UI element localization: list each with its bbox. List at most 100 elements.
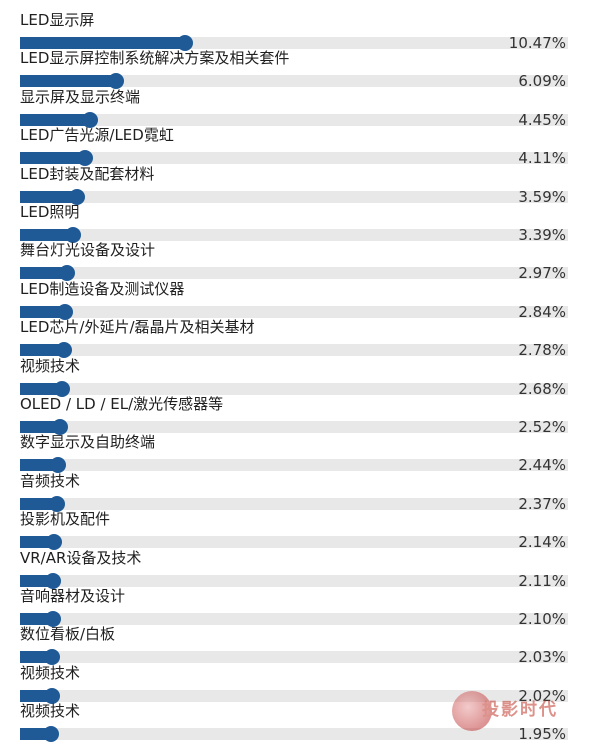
category-label: 视频技术 [20,356,81,375]
bar-fill [20,574,54,587]
bar-fill [20,75,116,88]
bar-row: LED芯片/外延片/磊晶片及相关基材 2.78% [0,317,600,359]
value-label: 1.95% [518,725,566,744]
watermark-circle-icon [452,691,492,731]
value-label: 2.97% [518,264,566,283]
value-label: 2.02% [518,686,566,705]
value-label: 6.09% [518,72,566,91]
category-label: 数位看板/白板 [20,625,116,644]
category-label: 投影机及配件 [20,510,111,529]
bar-end-marker [176,35,193,51]
bar-row: 数位看板/白板 2.03% [0,624,600,666]
watermark-logo: 投影时代 [452,691,572,737]
value-label: 2.03% [518,648,566,667]
bar-end-marker [65,227,82,243]
bar-row: 数字显示及自助终端 2.44% [0,432,600,474]
value-label: 2.37% [518,494,566,513]
bar-fill [20,305,65,318]
value-label: 2.14% [518,533,566,552]
value-label: 3.59% [518,187,566,206]
bar-track [20,75,568,88]
category-label: OLED / LD / EL/激光传感器等 [20,395,224,413]
bar-end-marker [56,303,73,320]
bar-track [20,382,568,395]
value-label: 2.68% [518,379,566,398]
category-label: 音频技术 [20,471,81,490]
bar-fill [20,497,58,510]
bar-fill [20,152,85,165]
bar-row: 视频技术 1.95% [0,701,600,743]
value-label: 2.10% [518,610,566,628]
category-label: VR/AR设备及技术 [20,548,142,567]
bar-row: 音频技术 2.37% [0,471,600,513]
bar-row: 音响器材及设计 2.10% [0,586,600,628]
bar-fill [20,344,64,357]
category-label: 数字显示及自助终端 [20,433,156,452]
bar-end-marker [54,380,71,397]
bar-end-marker [55,342,72,359]
value-label: 2.11% [518,571,566,590]
bar-end-marker [82,111,99,128]
value-label: 3.39% [518,226,566,244]
bar-track [20,344,568,357]
bar-end-marker [43,649,60,666]
bar-track [20,229,568,241]
category-label: 显示屏及显示终端 [20,87,141,106]
bar-fill [20,190,77,203]
value-label: 4.45% [518,110,566,129]
category-label: LED显示屏控制系统解决方案及相关套件 [20,49,290,68]
category-label: 音响器材及设计 [20,587,126,605]
bar-track [20,113,568,126]
bar-fill [20,459,59,472]
category-label: 舞台灯光设备及设计 [20,241,156,260]
bar-track [20,728,568,741]
category-label: 视频技术 [20,663,81,682]
bar-track [20,651,568,664]
bar-fill [20,267,67,280]
bar-row: VR/AR设备及技术 2.11% [0,548,600,590]
bar-row: 视频技术 2.68% [0,356,600,398]
category-label: 视频技术 [20,702,81,721]
bar-track [20,421,568,433]
category-label: LED显示屏 [20,11,95,29]
bar-end-marker [68,188,85,205]
bar-track [20,459,568,472]
watermark-text: 投影时代 [482,700,558,720]
bar-fill [20,113,91,126]
bar-track [20,574,568,587]
bar-track [20,190,568,203]
bar-track [20,267,568,280]
value-label: 2.84% [518,302,566,321]
bar-row: OLED / LD / EL/激光传感器等 2.52% [0,394,600,436]
bar-fill [20,613,54,625]
bar-end-marker [43,687,60,704]
bar-fill [20,421,60,433]
bar-row: LED封装及配套材料 3.59% [0,164,600,206]
bar-end-marker [50,457,67,474]
bar-row: LED显示屏 10.47% [0,10,600,52]
bar-end-marker [107,73,124,90]
bar-track [20,152,568,165]
category-label: LED广告光源/LED霓虹 [20,126,174,145]
bar-track [20,536,568,549]
category-label: LED制造设备及测试仪器 [20,279,185,298]
value-label: 4.11% [518,149,566,168]
bar-row: 视频技术 2.02% [0,663,600,705]
bar-end-marker [49,495,66,512]
bar-fill [20,37,185,49]
bar-track [20,497,568,510]
value-label: 10.47% [508,34,566,52]
category-label: LED照明 [20,203,80,221]
value-label: 2.44% [518,456,566,475]
bar-fill [20,382,63,395]
bar-track [20,613,568,625]
bar-end-marker [45,572,62,589]
category-label: LED封装及配套材料 [20,164,155,183]
bar-end-marker [51,419,68,435]
value-label: 2.52% [518,418,566,436]
bar-end-marker [42,726,59,743]
bar-row: LED广告光源/LED霓虹 4.11% [0,125,600,167]
bar-row: LED显示屏控制系统解决方案及相关套件 6.09% [0,48,600,90]
bar-end-marker [76,150,93,167]
